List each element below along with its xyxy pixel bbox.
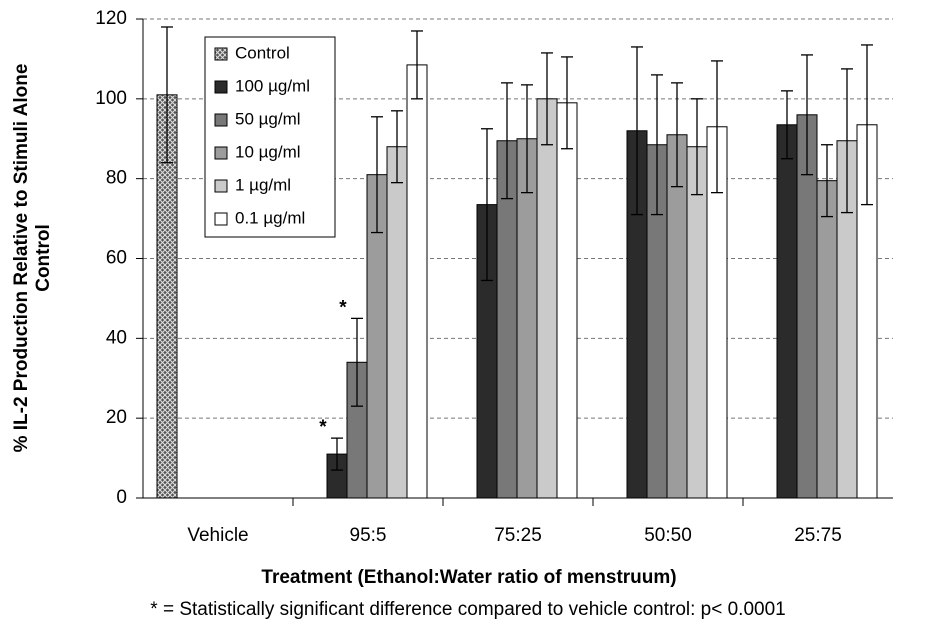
x-tick-label: Vehicle (187, 525, 248, 546)
footnote: * = Statistically significant difference… (150, 599, 785, 620)
error-bar (631, 46, 643, 216)
legend-swatch (214, 146, 228, 160)
bar (816, 180, 838, 499)
bar (666, 134, 688, 499)
error-bar (351, 317, 363, 407)
error-bar (391, 110, 403, 184)
x-tick-label: 50:50 (644, 525, 692, 546)
legend-label: 50 µg/ml (235, 109, 301, 128)
y-tick-label: 20 (106, 407, 127, 428)
error-bar (331, 437, 343, 471)
error-bar (371, 116, 383, 234)
error-bar (541, 52, 553, 146)
x-axis-title: Treatment (Ethanol:Water ratio of menstr… (261, 567, 676, 588)
error-bar (861, 44, 873, 206)
legend-swatch (214, 212, 228, 226)
bar (386, 146, 408, 499)
error-bar (691, 98, 703, 196)
error-bar (841, 68, 853, 214)
error-bar (411, 30, 423, 100)
legend-label: 100 µg/ml (235, 76, 310, 95)
y-tick-label: 60 (106, 248, 127, 269)
bar (776, 124, 798, 499)
error-bar (161, 26, 173, 164)
legend-label: 0.1 µg/ml (235, 208, 305, 227)
error-bar (821, 144, 833, 218)
error-bar (501, 82, 513, 200)
error-bar (651, 74, 663, 216)
annotation: * (319, 417, 327, 438)
bar (536, 98, 558, 499)
legend-label: Control (235, 43, 290, 62)
y-tick-label: 0 (116, 487, 127, 508)
error-bar (781, 90, 793, 160)
x-tick-label: 95:5 (350, 525, 387, 546)
y-axis-title: % IL-2 Production Relative to Stimuli Al… (11, 64, 32, 453)
legend-swatch (214, 113, 228, 127)
legend-swatch (214, 47, 228, 61)
bar (686, 146, 708, 499)
legend: Control 100 µg/ml 50 µg/ml 10 µg/ml 1 µg/ml 0… (204, 36, 336, 238)
y-tick-label: 40 (106, 327, 127, 348)
error-bar (521, 84, 533, 194)
legend-box (204, 36, 336, 238)
x-tick-label: 25:75 (794, 525, 842, 546)
error-bar (561, 56, 573, 150)
error-bar (801, 54, 813, 176)
y-tick-label: 120 (95, 8, 127, 29)
annotation: * (339, 297, 347, 318)
legend-swatch (214, 179, 228, 193)
x-tick-label: 75:25 (494, 525, 542, 546)
legend-swatch (214, 80, 228, 94)
legend-label: 10 µg/ml (235, 142, 301, 161)
y-axis-title: Control (33, 224, 54, 292)
error-bar (481, 128, 493, 282)
error-bar (671, 82, 683, 188)
bar (406, 64, 428, 499)
y-tick-label: 80 (106, 168, 127, 189)
error-bar (711, 60, 723, 194)
y-tick-label: 100 (95, 88, 127, 109)
bar (556, 102, 578, 499)
legend-label: 1 µg/ml (235, 175, 291, 194)
